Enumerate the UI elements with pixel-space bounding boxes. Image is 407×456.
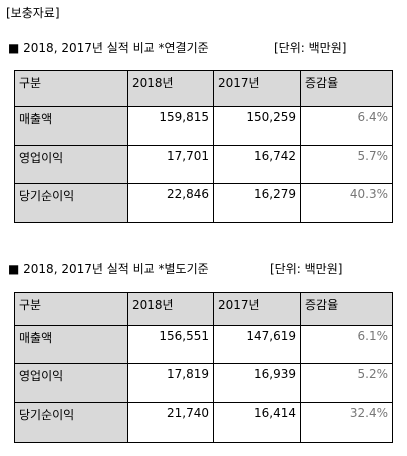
section-title: ■ 2018, 2017년 실적 비교 *연결기준 [8, 41, 209, 55]
column-header: 2018년 [127, 292, 214, 326]
cell: 40.3% [300, 183, 393, 223]
header-row: 구분 2018년 2017년 증감율 [14, 70, 393, 107]
column-header: 증감율 [300, 70, 393, 107]
cell: 21,740 [127, 402, 214, 443]
page-title: [보충자료] [6, 6, 60, 20]
cell: 5.7% [300, 145, 393, 184]
cell: 17,701 [127, 145, 214, 184]
column-header: 2018년 [127, 70, 214, 107]
data-table: 구분 2018년 2017년 증감율 매출액 156,551 147,619 6.1% 영업이익… [14, 292, 393, 443]
cell: 150,259 [213, 106, 301, 146]
data-row: 당기순이익 22,846 16,279 40.3% [14, 183, 393, 223]
cell: 5.2% [300, 363, 393, 403]
cell: 159,815 [127, 106, 214, 146]
column-header: 구분 [14, 70, 128, 107]
row-label: 당기순이익 [14, 183, 128, 223]
row-label: 매출액 [14, 325, 128, 364]
cell: 16,414 [213, 402, 301, 443]
cell: 16,279 [213, 183, 301, 223]
data-row: 영업이익 17,701 16,742 5.7% [14, 145, 393, 184]
unit-label: [단위: 백만원] [274, 41, 347, 55]
row-label: 영업이익 [14, 363, 128, 403]
cell: 32.4% [300, 402, 393, 443]
unit-label: [단위: 백만원] [270, 262, 343, 276]
data-row: 당기순이익 21,740 16,414 32.4% [14, 402, 393, 443]
cell: 6.4% [300, 106, 393, 146]
row-label: 영업이익 [14, 145, 128, 184]
row-label: 당기순이익 [14, 402, 128, 443]
cell: 156,551 [127, 325, 214, 364]
column-header: 2017년 [213, 70, 301, 107]
cell: 6.1% [300, 325, 393, 364]
section-title: ■ 2018, 2017년 실적 비교 *별도기준 [8, 262, 209, 276]
cell: 22,846 [127, 183, 214, 223]
header-row: 구분 2018년 2017년 증감율 [14, 292, 393, 326]
data-row: 매출액 159,815 150,259 6.4% [14, 106, 393, 146]
column-header: 구분 [14, 292, 128, 326]
cell: 16,939 [213, 363, 301, 403]
data-row: 매출액 156,551 147,619 6.1% [14, 325, 393, 364]
column-header: 증감율 [300, 292, 393, 326]
cell: 17,819 [127, 363, 214, 403]
cell: 16,742 [213, 145, 301, 184]
row-label: 매출액 [14, 106, 128, 146]
data-table: 구분 2018년 2017년 증감율 매출액 159,815 150,259 6.4% 영업이익… [14, 70, 393, 223]
cell: 147,619 [213, 325, 301, 364]
data-row: 영업이익 17,819 16,939 5.2% [14, 363, 393, 403]
column-header: 2017년 [213, 292, 301, 326]
